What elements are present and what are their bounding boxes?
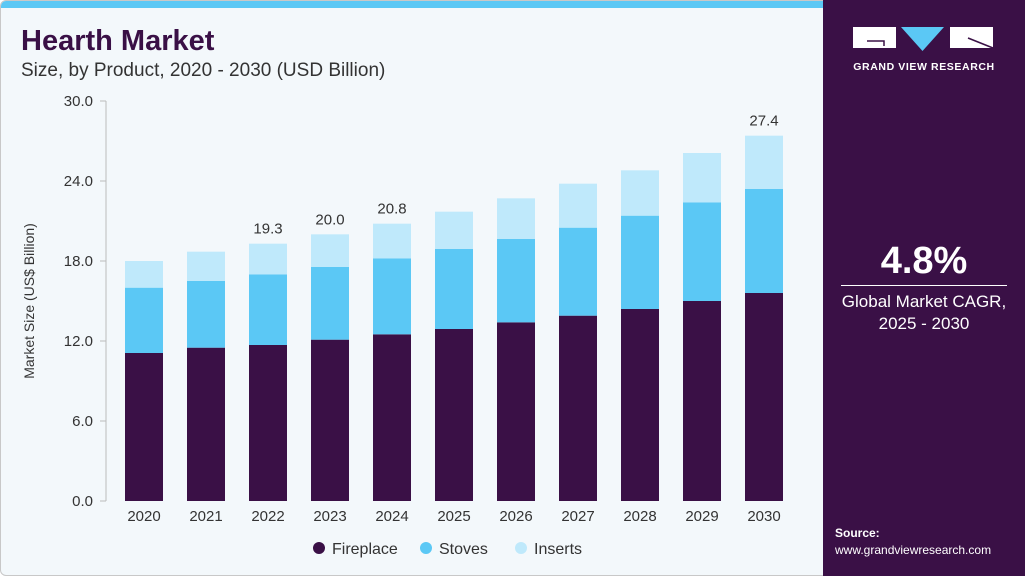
y-tick-label: 30.0 — [64, 93, 93, 110]
bar-fireplace — [435, 329, 473, 501]
data-label: 27.4 — [749, 113, 778, 130]
bar-stoves — [187, 281, 225, 348]
source-link[interactable]: www.grandviewresearch.com — [835, 543, 992, 557]
bar-fireplace — [683, 301, 721, 501]
bar-stoves — [373, 258, 411, 335]
bar-stoves — [435, 249, 473, 329]
bar-stoves — [745, 189, 783, 293]
x-tick-label: 2022 — [251, 508, 284, 525]
y-tick-label: 0.0 — [72, 493, 93, 510]
bar-fireplace — [311, 339, 349, 501]
bar-stoves — [497, 239, 535, 323]
chart-subtitle: Size, by Product, 2020 - 2030 (USD Billi… — [21, 60, 386, 81]
x-tick-label: 2020 — [127, 508, 160, 525]
y-tick-label: 18.0 — [64, 253, 93, 270]
legend-label: Fireplace — [332, 541, 398, 558]
y-tick-label: 6.0 — [72, 413, 93, 430]
cagr-divider — [841, 285, 1007, 286]
x-tick-label: 2028 — [623, 508, 656, 525]
bar-inserts — [559, 183, 597, 228]
bar-inserts — [373, 223, 411, 259]
x-tick-label: 2025 — [437, 508, 470, 525]
bar-fireplace — [497, 322, 535, 501]
bar-fireplace — [249, 345, 287, 501]
legend-label: Inserts — [534, 541, 582, 558]
bar-inserts — [745, 135, 783, 189]
x-tick-label: 2029 — [685, 508, 718, 525]
x-tick-label: 2027 — [561, 508, 594, 525]
legend-marker-stoves — [420, 542, 432, 554]
bar-inserts — [497, 198, 535, 239]
cagr-period: 2025 - 2030 — [878, 314, 970, 333]
accent-bar — [1, 1, 824, 8]
data-label: 19.3 — [253, 221, 282, 238]
bar-fireplace — [559, 315, 597, 501]
logo-text: GRAND VIEW RESEARCH — [853, 61, 995, 73]
source-label: Source: — [835, 526, 880, 540]
x-tick-label: 2026 — [499, 508, 532, 525]
y-tick-label: 12.0 — [64, 333, 93, 350]
x-tick-label: 2023 — [313, 508, 346, 525]
bar-stoves — [125, 287, 163, 353]
data-label: 20.8 — [377, 201, 406, 218]
x-tick-label: 2030 — [747, 508, 780, 525]
bar-chart: 0.0 6.0 12.0 18.0 24.0 30.0 Market Size (US$ B… — [21, 93, 783, 558]
bar-stoves — [621, 215, 659, 309]
bar-stoves — [683, 202, 721, 301]
cagr-label: Global Market CAGR, — [841, 292, 1007, 311]
bar-fireplace — [745, 293, 783, 501]
y-tick-label: 24.0 — [64, 173, 93, 190]
bar-stoves — [311, 267, 349, 340]
bar-stoves — [249, 274, 287, 345]
legend-marker-inserts — [515, 542, 527, 554]
bar-fireplace — [187, 347, 225, 501]
bar-inserts — [683, 153, 721, 203]
data-label: 20.0 — [315, 211, 344, 228]
legend-marker-fireplace — [313, 542, 325, 554]
bar-fireplace — [125, 353, 163, 501]
y-axis-title: Market Size (US$ Billion) — [21, 223, 37, 379]
bar-inserts — [187, 251, 225, 281]
bar-inserts — [435, 211, 473, 249]
cagr-value: 4.8% — [880, 240, 968, 282]
chart-title: Hearth Market — [21, 25, 215, 57]
bar-inserts — [621, 170, 659, 216]
bar-inserts — [249, 243, 287, 275]
bar-fireplace — [373, 334, 411, 501]
bar-stoves — [559, 227, 597, 316]
sidebar: GRAND VIEW RESEARCH 4.8% Global Market C… — [823, 0, 1025, 576]
x-tick-label: 2024 — [375, 508, 408, 525]
bar-inserts — [311, 234, 349, 267]
legend-label: Stoves — [439, 541, 488, 558]
grand-view-research-logo — [853, 27, 994, 51]
bar-fireplace — [621, 309, 659, 501]
bar-inserts — [125, 261, 163, 288]
x-tick-label: 2021 — [189, 508, 222, 525]
